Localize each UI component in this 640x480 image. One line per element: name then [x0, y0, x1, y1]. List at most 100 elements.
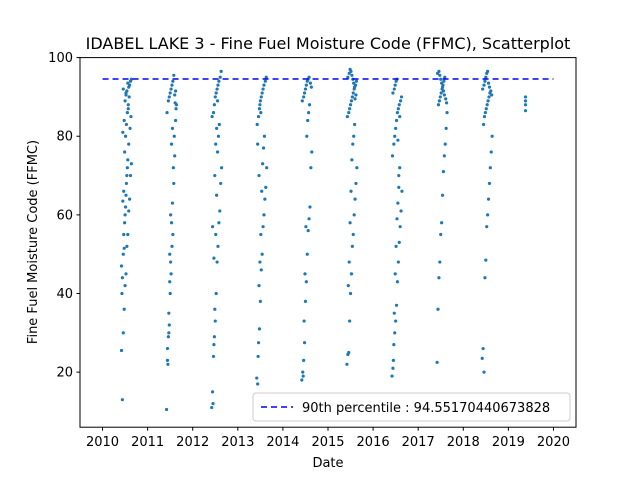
chart-title: IDABEL LAKE 3 - Fine Fuel Moisture Code …	[86, 34, 571, 53]
data-point	[173, 118, 178, 123]
data-point	[354, 79, 359, 83]
x-tick-label: 2013	[221, 435, 254, 450]
data-point	[167, 323, 171, 327]
data-point	[121, 331, 125, 335]
data-point	[443, 142, 447, 146]
data-point	[483, 276, 487, 280]
data-point	[349, 272, 354, 276]
data-point	[437, 99, 441, 103]
data-point	[345, 362, 349, 366]
data-point	[165, 358, 170, 362]
data-point	[445, 111, 449, 115]
data-point	[164, 407, 169, 412]
data-point	[168, 91, 172, 95]
data-point	[129, 162, 134, 166]
data-point	[349, 99, 354, 103]
data-point	[440, 221, 444, 225]
data-point	[123, 134, 128, 138]
data-point	[265, 166, 269, 170]
data-point	[481, 122, 486, 127]
data-point	[349, 189, 353, 193]
data-point	[255, 122, 259, 127]
data-point	[125, 173, 129, 178]
x-tick-label: 2015	[311, 435, 344, 450]
data-point	[486, 197, 491, 201]
data-point	[350, 73, 354, 77]
data-point	[212, 335, 216, 339]
data-point	[123, 213, 127, 217]
data-point	[172, 73, 176, 77]
data-point	[394, 244, 398, 248]
legend-box	[252, 392, 571, 422]
data-point	[121, 87, 125, 91]
data-point	[217, 122, 221, 127]
data-point	[262, 213, 266, 217]
data-point	[397, 240, 401, 244]
data-point	[215, 99, 220, 103]
data-point	[261, 146, 266, 150]
data-point	[395, 280, 400, 284]
data-point	[258, 99, 262, 103]
data-point	[441, 170, 446, 174]
data-point	[394, 118, 399, 123]
data-point	[350, 95, 354, 99]
data-point	[439, 77, 443, 81]
data-point	[121, 199, 125, 203]
data-point	[442, 154, 446, 158]
data-point	[121, 130, 125, 134]
data-point	[302, 358, 306, 362]
data-point	[214, 142, 218, 146]
data-point	[172, 134, 176, 138]
data-point	[125, 89, 129, 93]
y-tick-label: 100	[48, 51, 73, 66]
data-point	[306, 118, 310, 123]
data-point	[302, 319, 306, 323]
data-point	[128, 197, 132, 201]
x-tick-label: 2011	[131, 435, 164, 450]
data-point	[213, 319, 217, 323]
data-point	[348, 221, 352, 225]
x-tick-label: 2020	[537, 435, 570, 450]
data-point	[259, 232, 263, 237]
data-point	[489, 150, 493, 154]
x-tick-label: 2017	[402, 435, 435, 450]
data-point	[398, 166, 402, 170]
data-point	[486, 213, 490, 217]
y-axis-title: Fine Fuel Moisture Code (FFMC)	[26, 140, 41, 344]
x-tick-label: 2014	[266, 435, 299, 450]
data-point	[261, 225, 265, 229]
data-point	[481, 346, 485, 351]
data-point	[213, 95, 217, 99]
data-point	[166, 362, 170, 366]
data-point	[124, 93, 128, 97]
data-point	[127, 209, 131, 213]
data-point	[258, 260, 262, 264]
data-point	[301, 374, 305, 378]
data-point	[261, 162, 265, 166]
data-point	[215, 193, 219, 197]
data-point	[394, 303, 399, 307]
data-point	[440, 193, 445, 197]
data-point	[172, 181, 176, 186]
data-point	[482, 114, 487, 119]
data-point	[307, 217, 311, 221]
data-point	[169, 87, 173, 91]
data-point	[399, 209, 403, 213]
data-point	[264, 75, 268, 79]
data-point	[441, 89, 446, 93]
data-point	[215, 260, 219, 264]
data-point	[300, 378, 304, 382]
data-point	[122, 189, 126, 193]
data-point	[348, 291, 353, 296]
data-point	[122, 307, 126, 311]
data-point	[262, 134, 267, 138]
data-point	[260, 252, 264, 256]
data-point	[120, 276, 124, 280]
data-point	[490, 134, 494, 138]
data-point	[399, 95, 404, 99]
data-point	[523, 99, 528, 103]
data-point	[392, 142, 396, 146]
data-point	[261, 87, 265, 91]
data-point	[125, 244, 129, 248]
y-tick-label: 20	[56, 366, 73, 381]
